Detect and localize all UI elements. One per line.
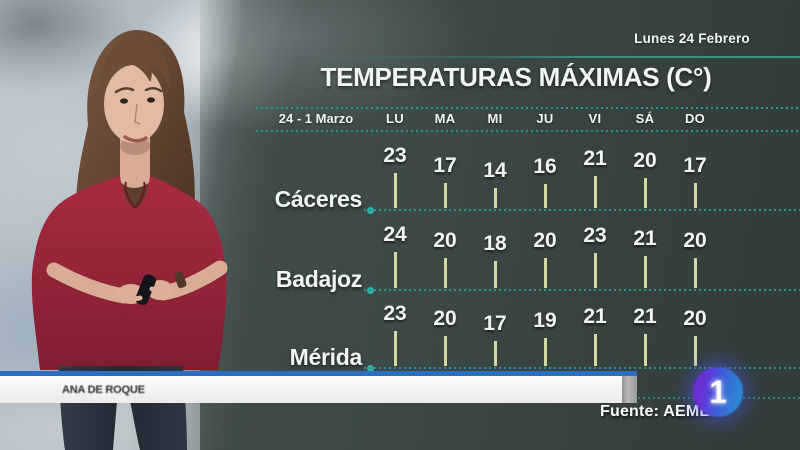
temp-value: 20 (683, 307, 707, 330)
temp-tick (394, 252, 397, 288)
temp-tick (394, 173, 397, 208)
day-header-mi: MI (487, 111, 503, 126)
city-label: Cáceres (274, 186, 363, 212)
temp-value: 20 (533, 229, 557, 252)
day-header-vi: VI (588, 111, 602, 126)
temp-value: 20 (433, 229, 457, 252)
temp-value: 17 (483, 312, 507, 335)
day-header-ju: JU (536, 111, 554, 126)
temp-value: 17 (683, 154, 707, 177)
presenter-face (104, 65, 164, 143)
row-baseline (364, 367, 800, 369)
temp-value: 14 (483, 159, 507, 182)
day-header-sá: SÁ (635, 111, 655, 126)
temp-tick (494, 261, 497, 288)
temp-value: 18 (483, 232, 507, 255)
row-baseline (364, 209, 800, 211)
temp-value: 20 (633, 149, 657, 172)
temp-value: 21 (583, 305, 607, 328)
temp-tick (544, 258, 547, 288)
broadcast-date: Lunes 24 Febrero (634, 31, 750, 46)
temp-value: 16 (533, 155, 557, 178)
temp-tick (594, 334, 597, 366)
weather-presenter (31, 30, 228, 450)
header-divider-bottom (256, 130, 800, 132)
temp-tick (694, 336, 697, 366)
temp-tick (594, 253, 597, 288)
presenter-name: ANA DE ROQUE (62, 384, 145, 396)
presenter-watch (174, 271, 187, 289)
temp-value: 17 (433, 154, 457, 177)
la1-channel-logo: 1 (693, 367, 743, 417)
temp-value: 20 (683, 229, 707, 252)
temp-tick (544, 184, 547, 208)
temp-tick (694, 258, 697, 288)
temp-tick (444, 336, 447, 366)
temp-value: 21 (583, 147, 607, 170)
temp-tick (494, 188, 497, 208)
temp-tick (644, 256, 647, 288)
row-baseline (364, 289, 800, 291)
date-divider-line (310, 56, 800, 58)
day-header-ma: MA (434, 111, 456, 126)
day-header-lu: LU (386, 111, 404, 126)
temp-tick (644, 334, 647, 366)
day-header-do: DO (684, 111, 706, 126)
temp-tick (494, 341, 497, 366)
source-credit: Fuente: AEMET (600, 403, 721, 420)
temp-tick (394, 331, 397, 366)
presenter-blouse (31, 176, 227, 370)
banner-white-strip: ANA DE ROQUE (0, 376, 622, 403)
temp-tick (444, 183, 447, 208)
temp-value: 24 (383, 223, 407, 246)
week-range: 24 - 1 Marzo (278, 111, 354, 126)
temp-tick (644, 178, 647, 208)
temp-tick (444, 258, 447, 288)
temp-value: 20 (433, 307, 457, 330)
temp-tick (694, 183, 697, 208)
temp-tick (594, 176, 597, 208)
chart-title: TEMPERATURAS MÁXIMAS (C°) (320, 62, 712, 92)
temp-value: 19 (533, 309, 557, 332)
city-label: Badajoz (275, 266, 362, 292)
temp-value: 21 (633, 227, 657, 250)
header-divider-top (256, 107, 800, 109)
channel-number: 1 (709, 373, 727, 410)
temp-value: 23 (383, 144, 407, 167)
city-label: Mérida (289, 344, 363, 370)
temp-tick (544, 338, 547, 366)
temp-value: 23 (583, 224, 607, 247)
banner-blue-stripe (0, 371, 637, 376)
temp-value: 23 (383, 302, 407, 325)
banner-end-cap (622, 376, 637, 403)
temp-value: 21 (633, 305, 657, 328)
